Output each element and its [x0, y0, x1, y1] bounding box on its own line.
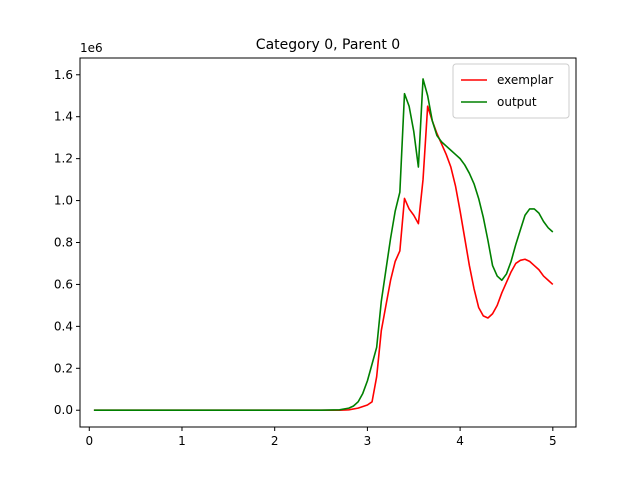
- legend-box: [452, 63, 570, 119]
- legend-label-exemplar: exemplar: [497, 73, 553, 87]
- y-tick-label: 1.4: [54, 110, 73, 124]
- y-tick-label: 1.2: [54, 152, 73, 166]
- y-tick-label: 1.0: [54, 194, 73, 208]
- plot-area: [80, 58, 576, 427]
- x-tick-label: 3: [364, 434, 372, 448]
- y-axis: 0.0 0.2 0.4 0.6 0.8 1.0 1.2 1.4 1.6: [54, 68, 80, 417]
- x-tick-label: 1: [178, 434, 186, 448]
- plot-border: [79, 57, 577, 428]
- legend-label-output: output: [497, 95, 537, 109]
- x-tick-label: 4: [456, 434, 464, 448]
- y-tick-label: 0.8: [54, 236, 73, 250]
- x-tick-label: 5: [549, 434, 557, 448]
- y-tick-label: 1.6: [54, 68, 73, 82]
- series-line-output: [93, 78, 554, 412]
- chart-title: Category 0, Parent 0: [256, 37, 400, 53]
- y-tick-label: 0.4: [54, 319, 73, 333]
- y-scale-label: 1e6: [80, 41, 103, 55]
- y-tick-label: 0.0: [54, 403, 73, 417]
- x-axis: 0 1 2 3 4 5: [85, 427, 557, 448]
- y-tick-label: 0.2: [54, 361, 73, 375]
- x-tick-label: 2: [271, 434, 279, 448]
- y-tick-label: 0.6: [54, 277, 73, 291]
- x-tick-label: 0: [85, 434, 93, 448]
- legend: exemplar output: [452, 63, 570, 119]
- series-lines: [93, 78, 554, 412]
